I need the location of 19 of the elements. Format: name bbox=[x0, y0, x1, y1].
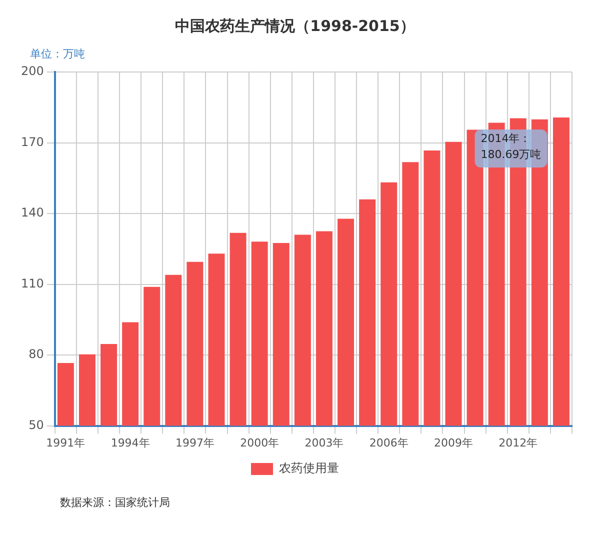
x-tick-label: 1997年 bbox=[175, 436, 214, 450]
chart-title: 中国农药生产情况（1998-2015） bbox=[175, 16, 415, 35]
y-axis-title: 单位：万吨 bbox=[30, 47, 85, 60]
x-tick-label: 2006年 bbox=[369, 436, 408, 450]
source-note: 数据来源：国家统计局 bbox=[60, 496, 170, 509]
x-tick-label: 1991年 bbox=[46, 436, 86, 450]
x-tick-label: 2012年 bbox=[498, 436, 538, 450]
x-tick-label: 2003年 bbox=[304, 436, 344, 450]
x-tick-label: 1994年 bbox=[110, 436, 150, 450]
x-tick-label: 2009年 bbox=[434, 436, 473, 450]
y-tick-label: 140 bbox=[21, 206, 44, 220]
annotation: 2014年： 180.69万吨 bbox=[480, 132, 542, 161]
y-tick-label: 50 bbox=[28, 418, 44, 432]
y-tick-label: 110 bbox=[21, 276, 44, 290]
y-tick-label: 80 bbox=[28, 347, 44, 362]
legend-label: 农药使用量 bbox=[279, 461, 339, 476]
y-tick-label: 200 bbox=[21, 64, 44, 78]
y-tick-label: 170 bbox=[21, 134, 44, 149]
x-tick-label: 2000年 bbox=[240, 436, 280, 450]
